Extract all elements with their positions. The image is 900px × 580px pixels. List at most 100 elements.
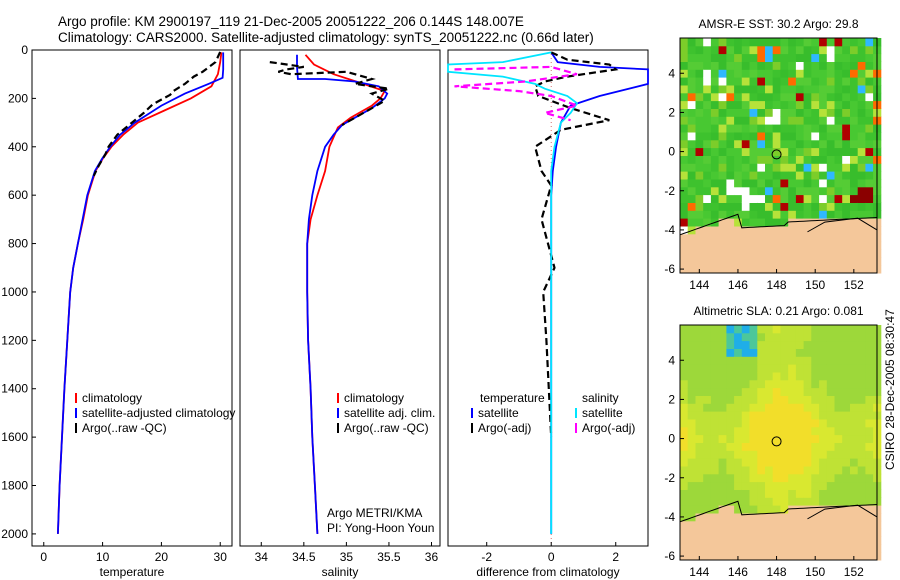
map-cell: [718, 108, 727, 117]
map-cell: [857, 364, 866, 373]
map-cell: [749, 536, 758, 545]
map-cell: [726, 233, 735, 243]
map-cell: [765, 249, 774, 258]
map-cell: [834, 186, 843, 196]
map-cell: [803, 226, 812, 235]
sst_map-grid: [680, 38, 882, 274]
map-cell: [687, 45, 696, 55]
map-cell: [850, 403, 859, 412]
map-cell: [726, 552, 735, 561]
map-cell: [726, 364, 735, 373]
map-cell: [703, 395, 712, 404]
map-cell: [803, 513, 812, 522]
map-cell: [741, 325, 750, 334]
map-cell: [780, 450, 789, 459]
map-cell: [857, 163, 866, 172]
map-cell: [842, 426, 851, 436]
map-cell: [741, 139, 750, 149]
map-cell: [703, 332, 712, 342]
map-cell: [780, 458, 789, 467]
map-cell: [803, 163, 812, 172]
map-cell: [726, 513, 735, 522]
map-cell: [842, 139, 851, 149]
map-cell: [772, 528, 781, 537]
map-cell: [772, 132, 781, 141]
map-cell: [680, 139, 689, 149]
map-cell: [718, 210, 727, 219]
map-cell: [834, 340, 843, 349]
map-cell: [749, 505, 758, 514]
map-cell: [757, 92, 766, 102]
map-cell: [857, 257, 866, 266]
map-cell: [710, 372, 720, 381]
map-cell: [734, 364, 743, 373]
map-cell: [826, 179, 835, 188]
map-cell: [741, 45, 750, 55]
map-cell: [819, 171, 828, 180]
map-cell: [811, 419, 820, 428]
map-cell: [803, 403, 812, 412]
difference-legend-header-temperature: temperature: [480, 391, 545, 405]
map-cell: [734, 395, 743, 404]
map-cell: [842, 147, 851, 156]
map-cell: [772, 505, 781, 514]
map-cell: [757, 100, 766, 109]
map-cell: [795, 186, 805, 196]
map-cell: [803, 265, 812, 274]
map-cell: [757, 348, 766, 357]
sla_map-grid: [680, 325, 882, 561]
map-cell: [718, 332, 727, 342]
map-cell: [726, 179, 735, 188]
map-cell: [726, 544, 735, 553]
map-cell: [811, 179, 820, 188]
map-cell: [857, 45, 866, 55]
map-cell: [819, 132, 828, 141]
map-cell: [811, 379, 820, 389]
temperature-ytick-label: 200: [8, 91, 28, 105]
map-cell: [834, 434, 843, 443]
map-cell: [695, 340, 704, 349]
map-cell: [788, 450, 797, 459]
map-cell: [826, 124, 835, 133]
map-cell: [788, 124, 797, 133]
map-cell: [819, 473, 828, 483]
map-cell: [749, 210, 758, 219]
map-cell: [865, 45, 874, 55]
map-cell: [749, 218, 758, 227]
map-cell: [741, 528, 750, 537]
map-cell: [842, 108, 851, 117]
map-cell: [788, 387, 797, 396]
map-cell: [795, 226, 805, 235]
map-cell: [695, 379, 704, 389]
map-cell: [757, 53, 766, 62]
map-cell: [695, 171, 704, 180]
map-cell: [842, 218, 851, 227]
map-cell: [757, 426, 766, 436]
map-cell: [803, 325, 812, 334]
map-cell: [726, 38, 735, 47]
map-cell: [695, 257, 704, 266]
map-cell: [772, 69, 781, 78]
map-cell: [819, 528, 828, 537]
map-cell: [765, 332, 774, 342]
map-cell: [695, 218, 704, 227]
map-cell: [734, 108, 743, 117]
map-cell: [734, 218, 743, 227]
map-cell: [803, 171, 812, 180]
map-cell: [726, 395, 735, 404]
map-cell: [726, 202, 735, 211]
map-cell: [857, 210, 866, 219]
map-cell: [857, 92, 866, 102]
map-cell: [811, 171, 820, 180]
map-cell: [795, 528, 805, 537]
map-cell: [811, 147, 820, 156]
map-cell: [680, 395, 689, 404]
map-cell: [826, 218, 835, 227]
map-cell: [680, 348, 689, 357]
map-cell: [811, 100, 820, 109]
map-cell: [865, 325, 874, 334]
map-cell: [695, 61, 704, 70]
map-cell: [819, 249, 828, 258]
map-cell: [680, 218, 689, 227]
map-cell: [803, 473, 812, 483]
